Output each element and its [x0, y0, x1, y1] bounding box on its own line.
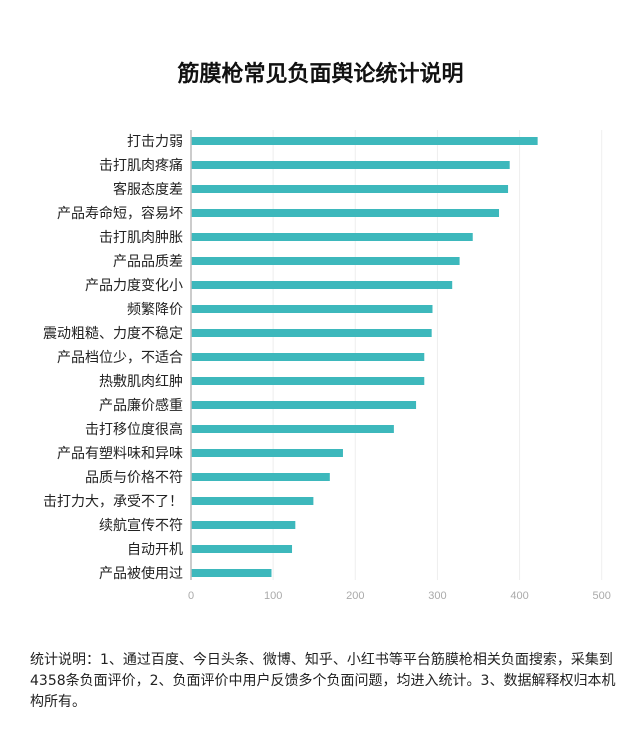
bar [191, 401, 417, 409]
category-label: 产品档位少，不适合 [57, 350, 183, 366]
bar [191, 569, 272, 577]
category-label: 产品寿命短，容易坏 [57, 205, 183, 222]
x-tick-label: 300 [428, 590, 446, 602]
category-label: 产品被使用过 [99, 565, 183, 582]
bar [191, 449, 343, 457]
x-tick-label: 0 [188, 590, 194, 602]
bar [191, 545, 293, 553]
chart-title: 筋膜枪常见负面舆论统计说明 [177, 62, 464, 87]
category-label: 击打力大，承受不了！ [43, 493, 183, 510]
bar [191, 353, 425, 361]
category-label: 热敷肌肉红肿 [99, 374, 183, 390]
category-label: 击打肌肉肿胀 [99, 229, 183, 246]
category-label: 产品品质差 [113, 254, 183, 270]
x-tick-label: 500 [593, 590, 611, 602]
x-tick-label: 200 [346, 590, 364, 602]
bar [191, 473, 330, 481]
bar [191, 233, 473, 241]
category-label: 客服态度差 [113, 181, 183, 198]
bar [191, 305, 433, 313]
category-label: 频繁降价 [127, 302, 183, 318]
category-label: 产品有塑料味和异味 [57, 446, 183, 462]
category-label: 打击力弱 [127, 133, 183, 150]
x-tick-label: 100 [264, 590, 282, 602]
bar [191, 425, 394, 433]
bar [191, 521, 296, 529]
x-tick-label: 400 [510, 590, 528, 602]
bar [191, 497, 314, 505]
category-label: 震动粗糙、力度不稳定 [43, 326, 183, 342]
category-label: 产品力度变化小 [85, 278, 183, 294]
bar-chart: 0 100 200 300 400 500 打击力弱击打肌肉疼痛客服态度差产品寿命短，容易坏… [43, 130, 611, 602]
category-label: 自动开机 [127, 542, 183, 558]
bar [191, 281, 453, 289]
bar [191, 257, 460, 265]
category-label: 续航宣传不符 [99, 517, 183, 534]
bar [191, 329, 432, 337]
bar [191, 377, 425, 385]
category-label: 击打移位度很高 [85, 421, 183, 438]
category-label: 产品廉价感重 [99, 397, 183, 414]
footnote: 统计说明：1、通过百度、今日头条、微博、知乎、小红书等平台筋膜枪相关负面搜索，采… [30, 652, 616, 710]
category-label: 品质与价格不符 [85, 470, 183, 486]
bar [191, 161, 510, 169]
bar [191, 209, 500, 217]
bar [191, 137, 538, 145]
bar [191, 185, 509, 193]
category-label: 击打肌肉疼痛 [99, 157, 183, 174]
